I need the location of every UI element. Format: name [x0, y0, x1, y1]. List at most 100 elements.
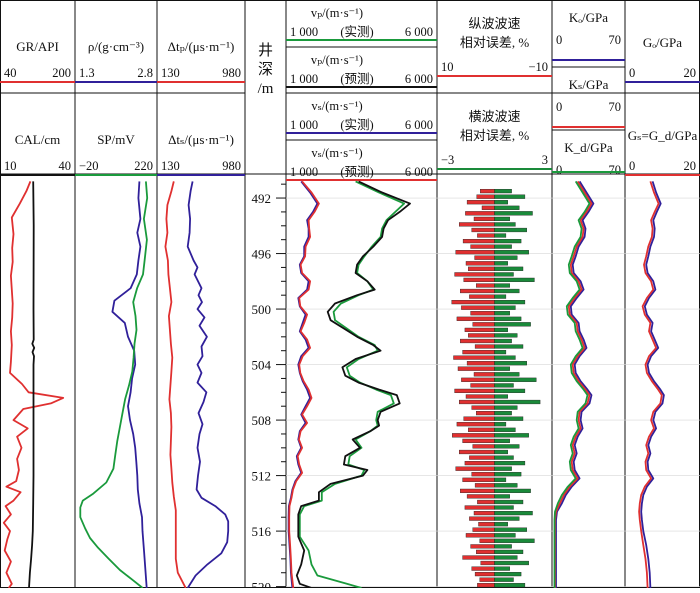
track4-curve-1 — [298, 180, 406, 589]
scale-max-label: −10 — [528, 60, 548, 74]
error-bar — [453, 355, 495, 360]
error-bar — [494, 583, 526, 588]
depth-tick-label: 496 — [252, 247, 272, 262]
curve-sub-label: (预测) — [340, 72, 373, 86]
scale-max-label: 70 — [609, 163, 622, 177]
depth-axis: 492 496 500 504 508 512 516 520 — [252, 183, 286, 593]
error-bar — [478, 522, 495, 527]
error-bar — [494, 322, 531, 327]
track3-curve-1 — [164, 181, 187, 589]
scale-max-label: 6 000 — [405, 118, 433, 132]
error-bar — [494, 427, 516, 432]
error-bar — [477, 583, 495, 588]
error-bar — [476, 194, 495, 199]
error-bar — [494, 455, 514, 460]
error-bar — [470, 544, 495, 549]
track7-curve-2 — [638, 181, 663, 589]
curve-label: GR/API — [16, 39, 59, 54]
error-bar — [481, 205, 495, 210]
error-bar — [494, 233, 507, 238]
scale-min-label: 130 — [161, 66, 180, 80]
error-bar — [464, 461, 495, 466]
error-bar — [494, 405, 518, 410]
bar-label: 纵波波速 — [468, 16, 520, 31]
error-bar — [462, 238, 495, 244]
error-bar — [494, 377, 537, 382]
error-bar — [477, 499, 495, 505]
depth-tick-label: 516 — [252, 524, 272, 539]
curve-label: Kₛ/GPa — [569, 77, 609, 92]
error-bar — [454, 388, 495, 393]
error-bar — [494, 277, 535, 282]
curve-label: Δtₚ/(μs·m⁻¹) — [168, 39, 235, 54]
depth-tick-label: 512 — [252, 469, 272, 484]
error-bar — [471, 566, 495, 571]
error-bar — [494, 499, 524, 505]
curve-label: SP/mV — [97, 132, 135, 147]
error-bar — [459, 222, 495, 227]
error-bar — [461, 377, 495, 382]
scale-max-label: 200 — [52, 66, 71, 80]
error-bar — [451, 300, 495, 305]
scale-min-label: 0 — [556, 100, 562, 114]
error-bar — [480, 188, 495, 194]
error-bar — [459, 449, 495, 455]
track4-curve-4 — [288, 180, 320, 589]
error-bar — [494, 361, 527, 366]
scale-max-label: 6 000 — [405, 165, 433, 179]
error-bar — [494, 255, 518, 260]
error-bar — [474, 572, 495, 577]
error-bar — [455, 466, 495, 471]
error-bar — [494, 238, 522, 244]
curve-label: K_d/GPa — [564, 140, 613, 155]
curve-label: Gₛ=G_d/GPa — [628, 128, 698, 143]
error-bar — [471, 405, 495, 410]
curve-label: Kₒ/GPa — [569, 10, 608, 25]
error-bar — [494, 422, 507, 427]
bar-label: 横波波速 — [468, 109, 520, 124]
track2-curve-1 — [111, 181, 148, 589]
scale-min-label: −20 — [79, 159, 99, 173]
error-bar — [477, 233, 495, 238]
error-bar — [494, 560, 529, 566]
error-bar — [464, 505, 495, 510]
error-bar — [494, 577, 514, 582]
error-bar — [468, 427, 495, 432]
error-bar — [494, 266, 524, 271]
scale-min-label: 1 000 — [290, 165, 318, 179]
track1-curve-2 — [28, 181, 36, 589]
scale-max-label: 20 — [684, 66, 697, 80]
error-bar — [462, 477, 495, 482]
error-bar — [472, 527, 495, 532]
track6-curve-2 — [554, 180, 593, 588]
error-bar — [472, 322, 495, 327]
error-bar — [476, 549, 495, 554]
error-bar — [494, 338, 512, 344]
error-bar — [476, 411, 495, 416]
error-bar — [494, 522, 509, 527]
error-bar — [455, 250, 495, 255]
error-bar — [494, 449, 509, 455]
error-bar — [494, 327, 509, 332]
error-bar — [494, 538, 535, 543]
track4-curve-2 — [295, 180, 411, 589]
error-bar — [471, 472, 495, 477]
track4-curve-3 — [287, 180, 319, 589]
error-bar — [494, 488, 531, 493]
scale-min-label: 130 — [161, 159, 180, 173]
error-bar — [460, 338, 495, 344]
error-bar — [494, 344, 524, 349]
scale-min-label: 1 000 — [290, 25, 318, 39]
error-bar — [494, 399, 541, 405]
curve-label: Gₒ/GPa — [643, 35, 682, 50]
depth-tick-label: 520 — [252, 580, 272, 588]
error-bar — [494, 472, 522, 477]
scale-max-label: 20 — [684, 159, 697, 173]
scale-max-label: 6 000 — [405, 72, 433, 86]
error-bar — [464, 327, 495, 332]
scale-min-label: 10 — [441, 60, 454, 74]
error-bar — [473, 372, 495, 377]
error-bar — [494, 194, 526, 199]
error-bar — [474, 344, 495, 349]
